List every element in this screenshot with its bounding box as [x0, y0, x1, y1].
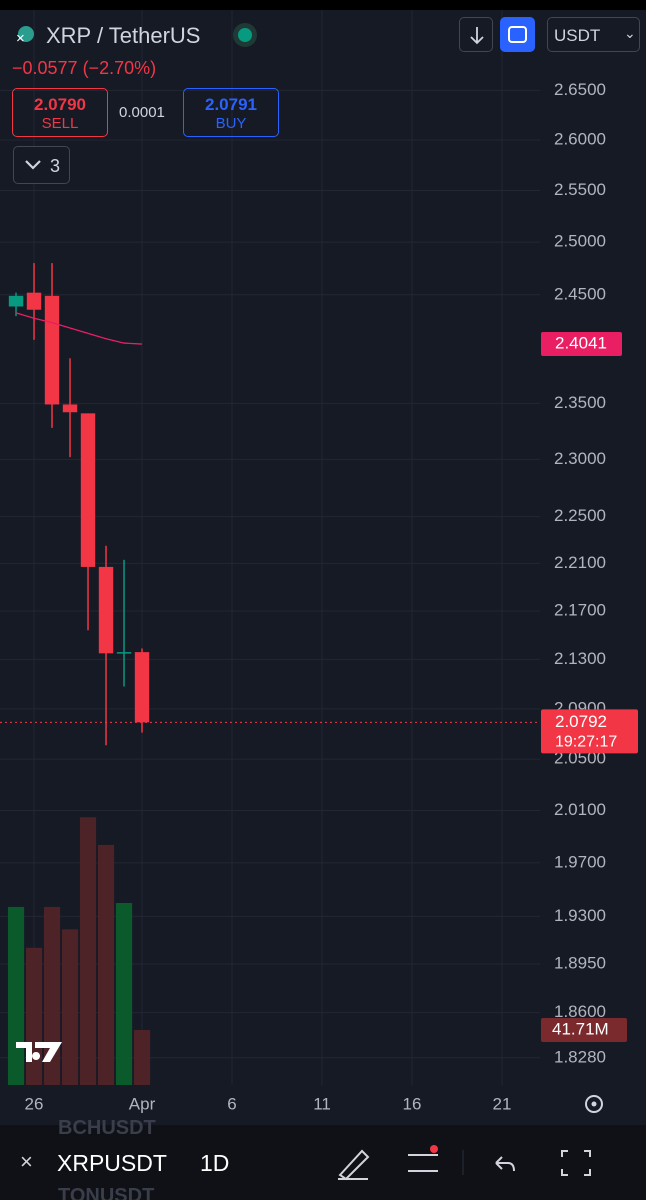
last-price-tag [541, 709, 638, 754]
caret: ⌄ [624, 25, 636, 41]
volume-tag [541, 1017, 627, 1042]
currency-select[interactable]: USDT ⌄ [547, 17, 640, 52]
ghost-symbol: BCHUSDT [58, 1117, 156, 1139]
y-tick-label: 2.4500 [554, 284, 606, 303]
volume-bar [79, 817, 97, 1085]
draw-icon[interactable] [338, 1149, 370, 1181]
sell-button[interactable]: 2.0790 SELL [12, 88, 108, 137]
y-tick-label: 1.8600 [554, 1002, 606, 1021]
y-tick-label: 2.5000 [554, 232, 606, 251]
axis-settings-dot [591, 1101, 597, 1107]
candle-body [98, 566, 114, 654]
symbol-title: XRP / TetherUS [46, 23, 201, 48]
candle-body [8, 295, 24, 307]
x-tick-label: 6 [227, 1094, 236, 1113]
close-icon[interactable]: × [14, 22, 38, 47]
volume-bar [7, 906, 25, 1085]
bottom-toolbar: BCHUSDT TONUSDT × XRPUSDT 1D [0, 1117, 646, 1200]
notification-dot [430, 1145, 438, 1153]
buy-price: 2.0791 [205, 95, 257, 114]
candle-body [80, 413, 96, 567]
sync-icon [508, 26, 527, 43]
volume-bar [115, 902, 133, 1085]
last-price-label: 2.0792 [555, 712, 607, 731]
volume-bar [133, 1029, 151, 1085]
sell-price: 2.0790 [34, 95, 86, 114]
interval[interactable]: 1D [200, 1150, 230, 1176]
settings-icon[interactable] [408, 1154, 438, 1172]
y-tick-label: 2.2500 [554, 506, 606, 525]
y-tick-label: 2.0500 [554, 749, 606, 768]
y-tick-label: 2.0100 [554, 800, 606, 819]
y-tick-label: 2.3000 [554, 449, 606, 468]
volume-bar [43, 906, 61, 1085]
y-tick-label: 2.5500 [554, 180, 606, 199]
y-tick-label: 1.9300 [554, 906, 606, 925]
x-tick-label: 21 [493, 1094, 512, 1113]
x-tick-label: 11 [313, 1094, 331, 1113]
candle-body [44, 295, 60, 405]
candle-body [62, 404, 78, 413]
footer-symbol[interactable]: XRPUSDT [57, 1150, 167, 1176]
y-tick-label: 1.8950 [554, 953, 606, 972]
indicators-count: 3 [50, 156, 61, 176]
ghost-symbol: TONUSDT [58, 1185, 155, 1200]
y-tick-label: 2.3500 [554, 393, 606, 412]
moving-average [15, 312, 143, 345]
y-tick-label: 1.8280 [554, 1047, 606, 1066]
indicators-toggle[interactable]: 3 [13, 146, 70, 184]
download-button[interactable] [459, 17, 493, 52]
y-tick-label: 2.1700 [554, 600, 606, 619]
sell-label: SELL [41, 115, 79, 132]
axis-settings-icon [585, 1095, 603, 1113]
ma-tag [541, 332, 622, 357]
currency: USDT [554, 26, 601, 45]
volume-label: 41.71M [552, 1019, 609, 1038]
x-tick-label: Apr [129, 1094, 156, 1113]
candle-body [26, 292, 42, 310]
buy-label: BUY [215, 115, 247, 132]
y-tick-label: 1.9700 [554, 852, 606, 871]
x-tick-label: 16 [403, 1094, 422, 1113]
volume-bar [25, 947, 43, 1085]
market-status [238, 28, 252, 42]
toolbar-icons [338, 1145, 591, 1181]
x-tick-label: 26 [25, 1094, 44, 1113]
arrow-icon [470, 27, 484, 45]
y-tick-label: 2.2100 [554, 553, 606, 572]
countdown: 19:27:17 [555, 734, 617, 751]
sync-button[interactable] [500, 17, 535, 52]
chevron-icon [25, 160, 41, 170]
y-tick-label: 2.6000 [554, 129, 606, 148]
y-tick-label: 2.1300 [554, 649, 606, 668]
ma-label: 2.4041 [555, 334, 607, 353]
buy-button[interactable]: 2.0791 BUY [183, 88, 279, 137]
price-change: −0.0577 (−2.70%) [12, 58, 157, 78]
remove-icon[interactable]: × [20, 1149, 33, 1174]
candle-body [134, 652, 150, 723]
candle-body [116, 652, 132, 654]
undo-icon[interactable] [495, 1156, 515, 1172]
volume-bar [61, 929, 79, 1085]
volume-bar [97, 844, 115, 1085]
tv-logo [16, 1042, 62, 1062]
fullscreen-icon[interactable] [561, 1150, 591, 1176]
spread: 0.0001 [119, 104, 165, 121]
status-strip [0, 0, 646, 10]
y-tick-label: 2.6500 [554, 80, 606, 99]
